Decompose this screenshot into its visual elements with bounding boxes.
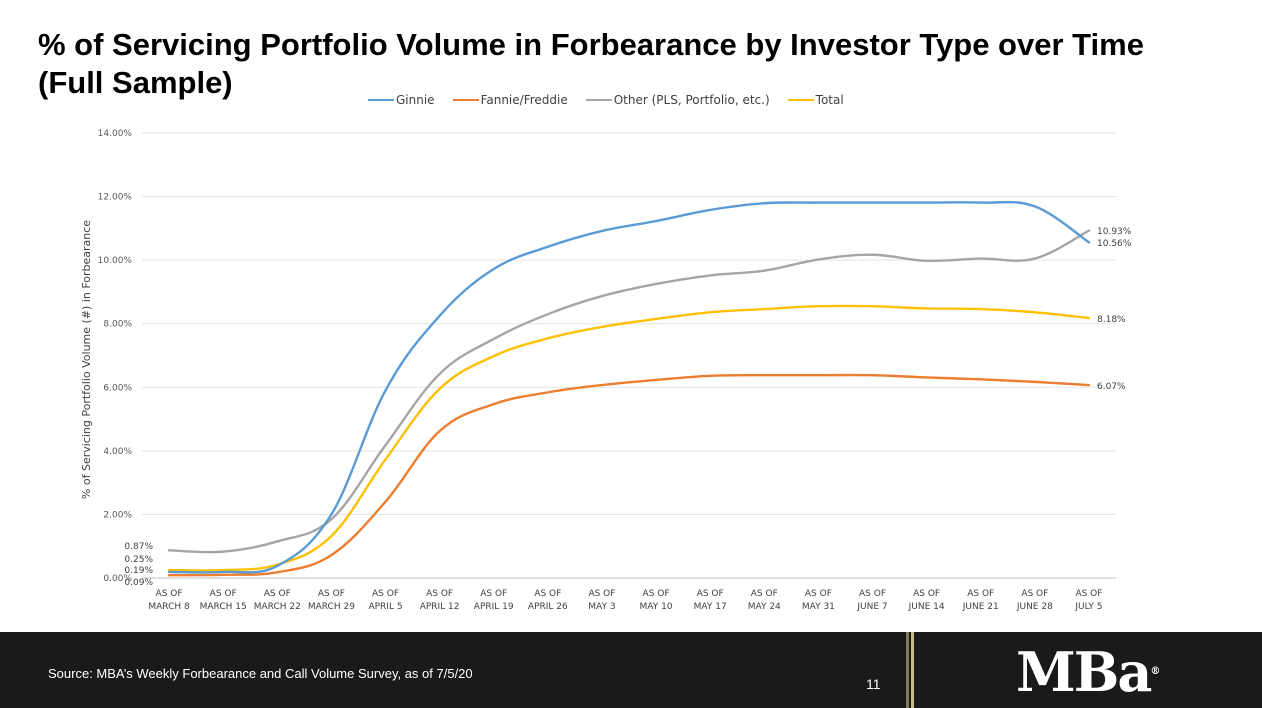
legend-item-other: Other (PLS, Portfolio, etc.) (585, 93, 770, 107)
footer-bar: Source: MBA’s Weekly Forbearance and Cal… (0, 632, 1262, 708)
footer-divider (906, 632, 914, 708)
y-axis-label: % of Servicing Portfolio Volume (#) in F… (80, 220, 93, 499)
source-note: Source: MBA’s Weekly Forbearance and Cal… (48, 666, 473, 681)
x-tick-label: JUNE 21 (962, 602, 999, 612)
line-chart: 0.00% 2.00% 4.00% 6.00% 8.00% 10.00% 12.00% 14.… (80, 129, 1132, 612)
x-tick-label: MAY 3 (588, 602, 615, 612)
chart-legend: Ginnie Fannie/Freddie Other (PLS, Portfo… (368, 91, 862, 109)
legend-swatch-ginnie (368, 99, 394, 101)
x-tick-label: MAY 24 (748, 602, 781, 612)
data-label-start: 0.09% (124, 578, 153, 588)
x-tick-label: AS OF (534, 589, 561, 599)
legend-item-total: Total (787, 93, 844, 107)
legend-label-total: Total (815, 93, 844, 107)
y-tick-label: 0.00% (103, 574, 132, 584)
x-tick-label: JULY 5 (1074, 602, 1102, 612)
x-tick-label: MAY 17 (694, 602, 727, 612)
data-label-start: 0.87% (124, 542, 153, 552)
x-tick-label: JUNE 28 (1016, 602, 1053, 612)
legend-label-other: Other (PLS, Portfolio, etc.) (613, 93, 770, 107)
y-tick-label: 14.00% (98, 129, 133, 139)
x-tick-label: AS OF (643, 589, 670, 599)
x-tick-label: AS OF (318, 589, 345, 599)
x-tick-label: APRIL 12 (420, 602, 460, 612)
x-tick-label: MARCH 15 (200, 602, 247, 612)
legend-label-fannie-freddie: Fannie/Freddie (480, 93, 568, 107)
y-tick-label: 10.00% (98, 256, 133, 266)
data-label-end: 8.18% (1097, 315, 1126, 325)
legend-item-fannie-freddie: Fannie/Freddie (452, 93, 568, 107)
x-tick-label: APRIL 26 (528, 602, 568, 612)
slide-title: % of Servicing Portfolio Volume in Forbe… (38, 26, 1218, 102)
x-tick-label: AS OF (588, 589, 615, 599)
y-tick-label: 12.00% (98, 193, 133, 203)
mba-logo: MBa® (1016, 640, 1161, 704)
y-tick-label: 4.00% (103, 447, 132, 457)
legend-item-ginnie: Ginnie (368, 93, 435, 107)
x-tick-label: MARCH 8 (148, 602, 190, 612)
data-label-end: 6.07% (1097, 382, 1126, 392)
x-tick-label: AS OF (372, 589, 399, 599)
data-label-start: 0.19% (124, 566, 153, 576)
x-tick-label: AS OF (751, 589, 778, 599)
x-tick-label: AS OF (156, 589, 183, 599)
series-line-other-pls-portfolio-etc (167, 229, 1091, 554)
y-tick-label: 2.00% (103, 510, 132, 520)
y-tick-label: 6.00% (103, 383, 132, 393)
x-tick-label: AS OF (480, 589, 507, 599)
legend-swatch-fannie-freddie (452, 99, 479, 101)
x-tick-label: AS OF (1021, 589, 1048, 599)
x-tick-label: APRIL 5 (368, 602, 402, 612)
x-tick-label: AS OF (210, 589, 237, 599)
title-line-1: % of Servicing Portfolio Volume in Forbe… (38, 27, 1144, 62)
y-tick-label: 8.00% (103, 320, 132, 330)
title-line-2: (Full Sample) (38, 65, 233, 100)
x-tick-label: MAY 31 (802, 602, 835, 612)
x-tick-label: MAY 10 (640, 602, 673, 612)
series-line-fannie-freddie (167, 373, 1091, 577)
x-tick-label: AS OF (859, 589, 886, 599)
data-label-start: 0.25% (124, 555, 153, 565)
page-number: 11 (866, 676, 881, 692)
legend-label-ginnie: Ginnie (396, 93, 435, 107)
x-tick-label: MARCH 22 (254, 602, 301, 612)
x-tick-label: MARCH 29 (308, 602, 355, 612)
x-tick-label: AS OF (426, 589, 453, 599)
x-tick-label: AS OF (264, 589, 291, 599)
x-tick-label: AS OF (805, 589, 832, 599)
data-label-end: 10.56% (1097, 239, 1132, 249)
x-tick-label: JUNE 7 (856, 602, 887, 612)
data-label-end: 10.93% (1097, 227, 1132, 237)
legend-swatch-other (585, 99, 612, 101)
x-tick-label: AS OF (1075, 589, 1102, 599)
x-tick-label: JUNE 14 (908, 602, 945, 612)
series-line-ginnie (167, 200, 1091, 574)
x-tick-label: AS OF (967, 589, 994, 599)
legend-swatch-total (787, 99, 814, 101)
x-tick-label: AS OF (697, 589, 724, 599)
x-tick-label: APRIL 19 (474, 602, 514, 612)
x-tick-label: AS OF (913, 589, 940, 599)
series-line-total (167, 304, 1091, 572)
